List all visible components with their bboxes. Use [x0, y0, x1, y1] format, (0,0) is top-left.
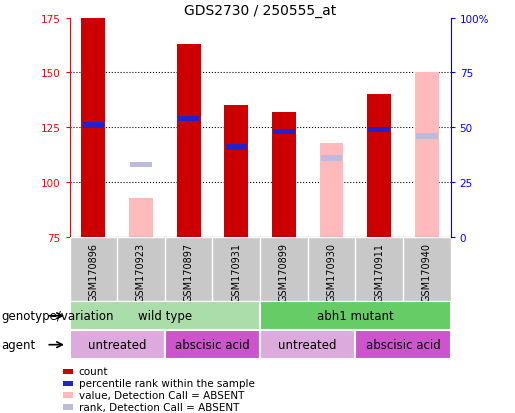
Text: count: count — [79, 366, 108, 376]
Bar — [63, 381, 73, 386]
Bar — [355, 330, 451, 359]
Bar — [367, 95, 391, 237]
Bar — [63, 404, 73, 410]
Text: rank, Detection Call = ABSENT: rank, Detection Call = ABSENT — [79, 402, 239, 412]
Bar — [63, 392, 73, 398]
Bar — [177, 45, 200, 237]
Title: GDS2730 / 250555_at: GDS2730 / 250555_at — [184, 4, 336, 18]
Bar — [81, 19, 105, 237]
Text: abscisic acid: abscisic acid — [175, 338, 250, 351]
Bar — [225, 106, 248, 237]
Text: abh1 mutant: abh1 mutant — [317, 309, 394, 323]
Bar — [416, 134, 438, 140]
Bar — [273, 130, 295, 135]
Text: untreated: untreated — [279, 338, 337, 351]
Bar — [129, 198, 153, 237]
Text: GSM170911: GSM170911 — [374, 242, 384, 301]
Text: GSM170899: GSM170899 — [279, 242, 289, 301]
Text: GSM170897: GSM170897 — [184, 242, 194, 301]
Text: wild type: wild type — [138, 309, 192, 323]
Text: genotype/variation: genotype/variation — [1, 309, 113, 323]
Bar — [260, 301, 451, 330]
Bar — [320, 143, 344, 237]
Text: GSM170931: GSM170931 — [231, 242, 241, 301]
Bar — [226, 145, 247, 150]
Text: agent: agent — [1, 338, 36, 351]
Bar — [63, 369, 73, 374]
Bar — [82, 123, 104, 128]
Bar — [368, 128, 390, 133]
Bar — [272, 113, 296, 237]
Bar — [165, 330, 260, 359]
Bar — [178, 116, 199, 122]
Text: GSM170930: GSM170930 — [327, 242, 336, 301]
Text: GSM170923: GSM170923 — [136, 242, 146, 301]
Bar — [321, 156, 342, 161]
Text: value, Detection Call = ABSENT: value, Detection Call = ABSENT — [79, 390, 244, 400]
Bar — [130, 162, 152, 168]
Bar — [70, 330, 165, 359]
Text: untreated: untreated — [88, 338, 146, 351]
Bar — [70, 301, 260, 330]
Text: GSM170896: GSM170896 — [89, 242, 98, 301]
Bar — [415, 73, 439, 237]
Bar — [260, 330, 355, 359]
Text: abscisic acid: abscisic acid — [366, 338, 440, 351]
Text: GSM170940: GSM170940 — [422, 242, 432, 301]
Text: percentile rank within the sample: percentile rank within the sample — [79, 378, 255, 388]
